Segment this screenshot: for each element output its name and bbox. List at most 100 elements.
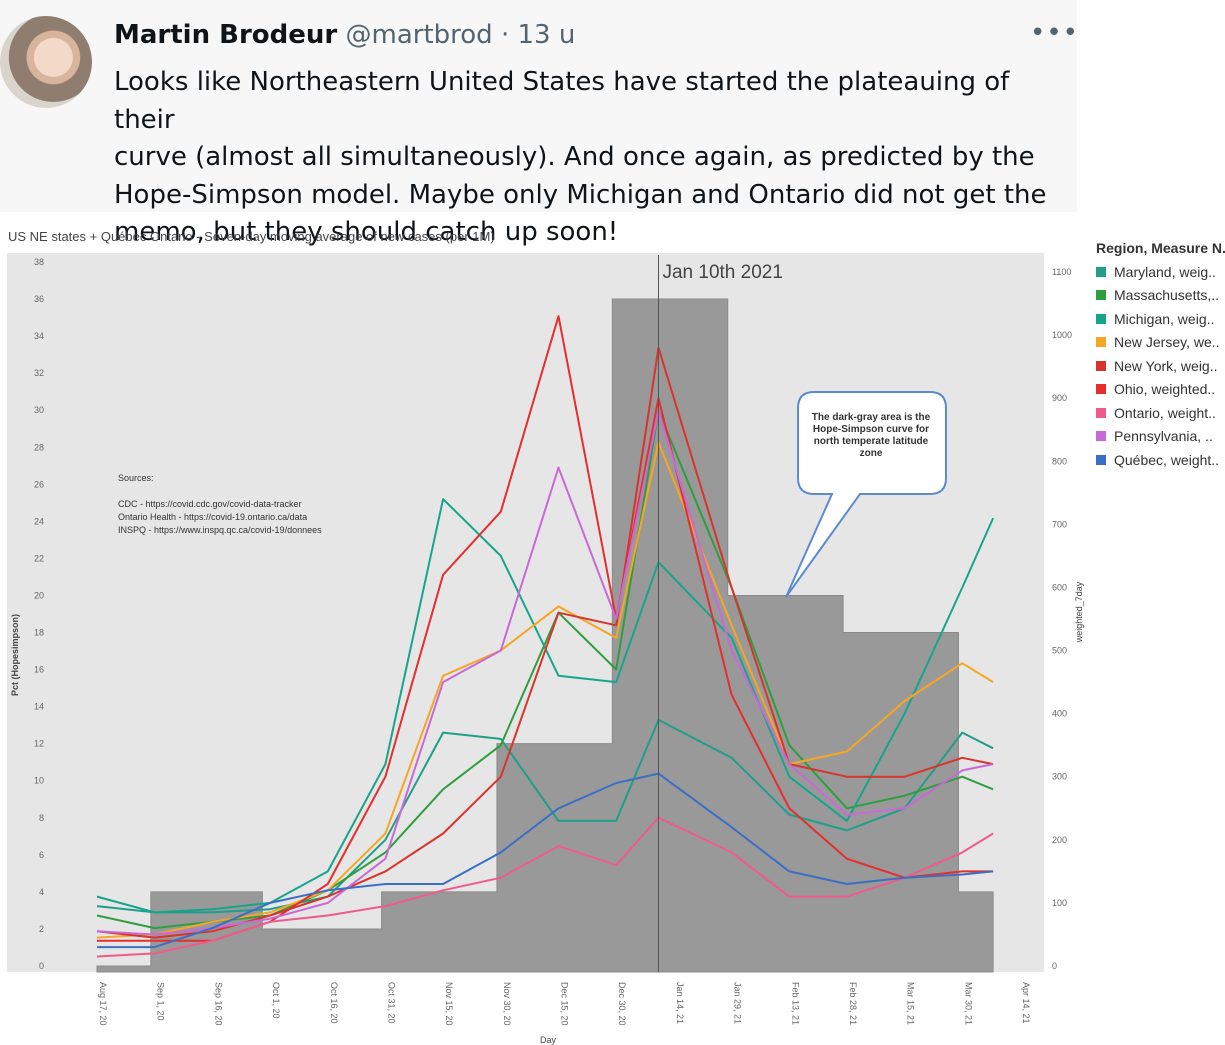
callout-text: The dark-gray area is the Hope-Simpson c… — [811, 412, 931, 459]
x-tick-label: Sep 1, 20 — [156, 982, 166, 1021]
y-left-tick-label: 22 — [34, 553, 44, 563]
more-horizontal-icon[interactable]: ••• — [1030, 18, 1080, 48]
y-left-tick-label: 32 — [34, 368, 44, 378]
y-left-tick-label: 30 — [34, 405, 44, 415]
y-right-tick-label: 400 — [1052, 709, 1067, 719]
sources-heading: Sources: — [118, 473, 154, 483]
author-name[interactable]: Martin Brodeur — [114, 20, 338, 50]
legend-title: Region, Measure N.. — [1096, 240, 1225, 256]
y-right-tick-label: 300 — [1052, 772, 1067, 782]
y-right-tick-label: 100 — [1052, 898, 1067, 908]
y-right-tick-label: 700 — [1052, 519, 1067, 529]
tweet-text-line: Hope-Simpson model. Maybe only Michigan … — [114, 179, 1047, 210]
y-right-tick-label: 1000 — [1052, 330, 1072, 340]
series-line-ohio — [97, 315, 994, 942]
x-tick-label: Sep 16, 20 — [213, 982, 223, 1026]
y-left-tick-label: 28 — [34, 442, 44, 452]
legend-label: Maryland, weig.. — [1114, 263, 1216, 280]
source-item: CDC - https://covid.cdc.gov/covid-data-t… — [118, 499, 302, 509]
legend-swatch — [1096, 360, 1106, 371]
y-left-tick-label: 8 — [39, 813, 44, 823]
y-left-tick-label: 16 — [34, 665, 44, 675]
source-item: Ontario Health - https://covid-19.ontari… — [118, 512, 308, 522]
y-right-tick-label: 600 — [1052, 582, 1067, 592]
x-tick-label: Oct 16, 20 — [329, 982, 339, 1024]
y-left-tick-label: 10 — [34, 776, 44, 786]
series-line-ontario — [96, 816, 994, 958]
x-tick-label: Dec 30, 20 — [617, 982, 627, 1026]
x-tick-label: Aug 17, 20 — [98, 982, 108, 1026]
legend-item[interactable]: Michigan, weig.. — [1096, 307, 1225, 331]
legend-swatch — [1096, 266, 1106, 277]
legend-item[interactable]: Maryland, weig.. — [1096, 260, 1225, 284]
legend-item[interactable]: Ontario, weight.. — [1096, 401, 1225, 425]
y-right-tick-label: 200 — [1052, 835, 1067, 845]
y-left-tick-label: 26 — [34, 479, 44, 489]
legend-item[interactable]: Pennsylvania, .. — [1096, 425, 1225, 449]
x-axis-label: Day — [540, 1035, 557, 1045]
legend-item[interactable]: New Jersey, we.. — [1096, 331, 1225, 355]
legend-label: Pennsylvania, .. — [1114, 428, 1213, 445]
legend-swatch — [1096, 407, 1106, 418]
author-handle[interactable]: @martbrod — [345, 20, 493, 50]
y-left-tick-label: 14 — [34, 702, 44, 712]
y-left-tick-label: 6 — [39, 850, 44, 860]
x-tick-label: Mar 30, 21 — [963, 982, 973, 1025]
y-right-tick-label: 0 — [1052, 961, 1057, 971]
tweet-text-line: Looks like Northeastern United States ha… — [114, 67, 1010, 135]
y-right-tick-label: 900 — [1052, 393, 1067, 403]
legend-swatch — [1096, 454, 1106, 465]
source-item: INSPQ - https://www.inspq.qc.ca/covid-19… — [118, 525, 322, 535]
x-tick-label: Jan 14, 21 — [675, 982, 685, 1024]
tweet-text: Looks like Northeastern United States ha… — [114, 64, 1064, 252]
tweet-text-line: curve (almost all simultaneously). And o… — [114, 142, 1035, 172]
hope-simpson-area — [96, 298, 994, 973]
legend-label: Massachusetts,.. — [1114, 287, 1220, 304]
legend-swatch — [1096, 337, 1106, 348]
y-left-tick-label: 12 — [34, 739, 44, 749]
legend-swatch — [1096, 431, 1106, 442]
y-right-axis-label: weighted_7day — [1074, 581, 1084, 643]
series-line-michigan — [96, 498, 995, 914]
y-right-tick-label: 1100 — [1052, 267, 1071, 277]
legend-item[interactable]: New York, weig.. — [1096, 354, 1225, 378]
x-tick-label: Nov 15, 20 — [444, 982, 454, 1026]
plot-background — [7, 253, 1044, 972]
legend-label: New Jersey, we.. — [1114, 334, 1220, 351]
x-tick-label: Dec 15, 20 — [560, 982, 570, 1026]
legend-item[interactable]: Québec, weight.. — [1096, 448, 1225, 472]
legend-swatch — [1096, 313, 1106, 324]
y-left-tick-label: 2 — [39, 924, 44, 934]
legend-item[interactable]: Ohio, weighted.. — [1096, 378, 1225, 402]
x-tick-label: Feb 13, 21 — [790, 982, 800, 1025]
legend-item[interactable]: Massachusetts,.. — [1096, 284, 1225, 308]
x-tick-label: Oct 31, 20 — [386, 982, 396, 1024]
tweet-card: Martin Brodeur @martbrod · 13 u ••• Look… — [0, 0, 1080, 247]
x-tick-label: Mar 15, 21 — [906, 982, 916, 1025]
legend-label: Québec, weight.. — [1114, 451, 1220, 468]
series-line-maryland — [96, 718, 994, 914]
legend-swatch — [1096, 290, 1106, 301]
y-left-tick-label: 4 — [39, 887, 44, 897]
sources-block: Sources: CDC - https://covid.cdc.gov/cov… — [118, 472, 322, 537]
y-left-tick-label: 20 — [34, 590, 44, 600]
x-tick-label: Nov 30, 20 — [502, 982, 512, 1026]
tweet-time[interactable]: 13 u — [517, 20, 576, 50]
avatar[interactable] — [0, 16, 92, 108]
legend-label: Ohio, weighted.. — [1114, 381, 1216, 398]
date-marker-label: Jan 10th 2021 — [662, 262, 782, 283]
legend-label: Michigan, weig.. — [1114, 310, 1215, 327]
y-right-tick-label: 500 — [1052, 646, 1067, 656]
x-tick-label: Jan 29, 21 — [733, 982, 743, 1024]
y-left-tick-label: 34 — [34, 331, 44, 341]
y-right-tick-label: 800 — [1052, 456, 1067, 466]
x-tick-label: Apr 14, 21 — [1021, 982, 1031, 1024]
y-left-tick-label: 18 — [34, 628, 44, 638]
y-left-axis-label: Pct (Hopesimpson) — [10, 614, 20, 696]
y-left-tick-label: 24 — [34, 516, 44, 526]
y-left-tick-label: 38 — [34, 257, 44, 267]
series-line-quebec — [97, 772, 994, 949]
x-tick-label: Feb 28, 21 — [848, 982, 858, 1025]
legend-swatch — [1096, 384, 1106, 395]
tweet-header: Martin Brodeur @martbrod · 13 u — [114, 20, 575, 50]
